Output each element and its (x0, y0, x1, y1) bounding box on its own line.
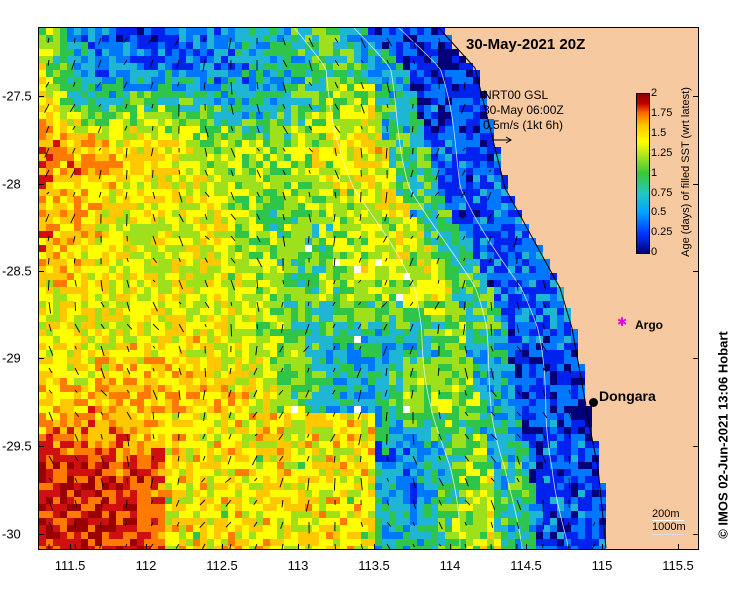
y-tick-label: -30 (2, 526, 21, 542)
annotation-line2: 30-May 06:00Z (483, 103, 564, 117)
x-tick-mark (678, 544, 679, 550)
x-tick-label: 114.5 (510, 558, 542, 573)
x-tick-label: 113 (287, 558, 309, 573)
sst-age-map (39, 28, 607, 549)
dongara-label: Dongara (599, 388, 656, 404)
map-title: 30-May-2021 20Z (466, 36, 586, 53)
x-tick-mark (70, 544, 71, 550)
y-tick-mark (693, 271, 699, 272)
x-tick-label: 115 (591, 558, 613, 573)
map-frame (38, 27, 699, 550)
x-tick-mark (526, 544, 527, 550)
x-tick-label: 112 (135, 558, 157, 573)
scale-arrow-icon (492, 136, 512, 144)
colorbar-tick-label: 0 (651, 246, 658, 259)
current-vectors (44, 37, 596, 549)
y-tick-mark (693, 534, 699, 535)
y-tick-label: -28.5 (2, 263, 32, 279)
x-tick-label: 113.5 (358, 558, 390, 573)
x-tick-label: 115.5 (662, 558, 694, 573)
y-tick-mark (693, 96, 699, 97)
x-tick-mark (450, 544, 451, 550)
x-tick-label: 111.5 (54, 558, 86, 573)
depth-contour (398, 28, 570, 549)
y-tick-mark (38, 271, 44, 272)
depth-contour (294, 28, 461, 549)
y-tick-label: -29 (2, 350, 21, 366)
y-tick-label: -27.5 (2, 88, 32, 104)
depth-legend-200-line (652, 520, 684, 521)
y-tick-mark (693, 446, 699, 447)
y-tick-label: -29.5 (2, 438, 32, 454)
annotation-line1: NRT00 GSL (483, 88, 549, 102)
sst-cells (39, 28, 606, 549)
y-tick-mark (693, 184, 699, 185)
current-annotation: NRT00 GSL 30-May 06:00Z 0.5m/s (1kt 6h) (483, 88, 564, 149)
depth-legend-1000-line (652, 534, 684, 535)
y-tick-mark (38, 96, 44, 97)
depth-legend-1000: 1000m (652, 521, 686, 533)
colorbar-tick-label: 0.5 (651, 206, 667, 219)
coastline (438, 28, 607, 549)
depth-contour (353, 28, 523, 549)
colorbar-tick-label: 1.75 (651, 106, 673, 119)
depth-legend-200: 200m (652, 508, 680, 520)
argo-label: Argo (635, 318, 663, 332)
colorbar-tick-label: 1.25 (651, 146, 673, 159)
colorbar (636, 93, 650, 254)
y-tick-mark (38, 534, 44, 535)
annotation-line3: 0.5m/s (1kt 6h) (483, 118, 564, 132)
x-tick-mark (222, 544, 223, 550)
y-tick-mark (38, 358, 44, 359)
colorbar-tick-label: 0.75 (651, 186, 673, 199)
colorbar-tick-label: 1.5 (651, 126, 667, 139)
credit-label: © IMOS 02-Jun-2021 13:06 Hobart (715, 331, 731, 539)
x-tick-mark (374, 544, 375, 550)
x-tick-label: 112.5 (206, 558, 238, 573)
y-tick-mark (38, 184, 44, 185)
x-tick-label: 114 (439, 558, 461, 573)
x-tick-mark (298, 544, 299, 550)
argo-marker-icon: ✱ (617, 315, 628, 329)
dongara-marker-icon (589, 398, 598, 407)
colorbar-tick-label: 0.25 (651, 226, 673, 239)
colorbar-tick-label: 1 (651, 166, 658, 179)
colorbar-tick-label: 2 (651, 87, 658, 99)
colorbar-label: Age (days) of filled SST (wrt latest) (680, 87, 692, 257)
y-tick-mark (693, 358, 699, 359)
x-tick-mark (146, 544, 147, 550)
y-tick-mark (38, 446, 44, 447)
y-tick-label: -28 (2, 176, 21, 192)
x-tick-mark (602, 544, 603, 550)
